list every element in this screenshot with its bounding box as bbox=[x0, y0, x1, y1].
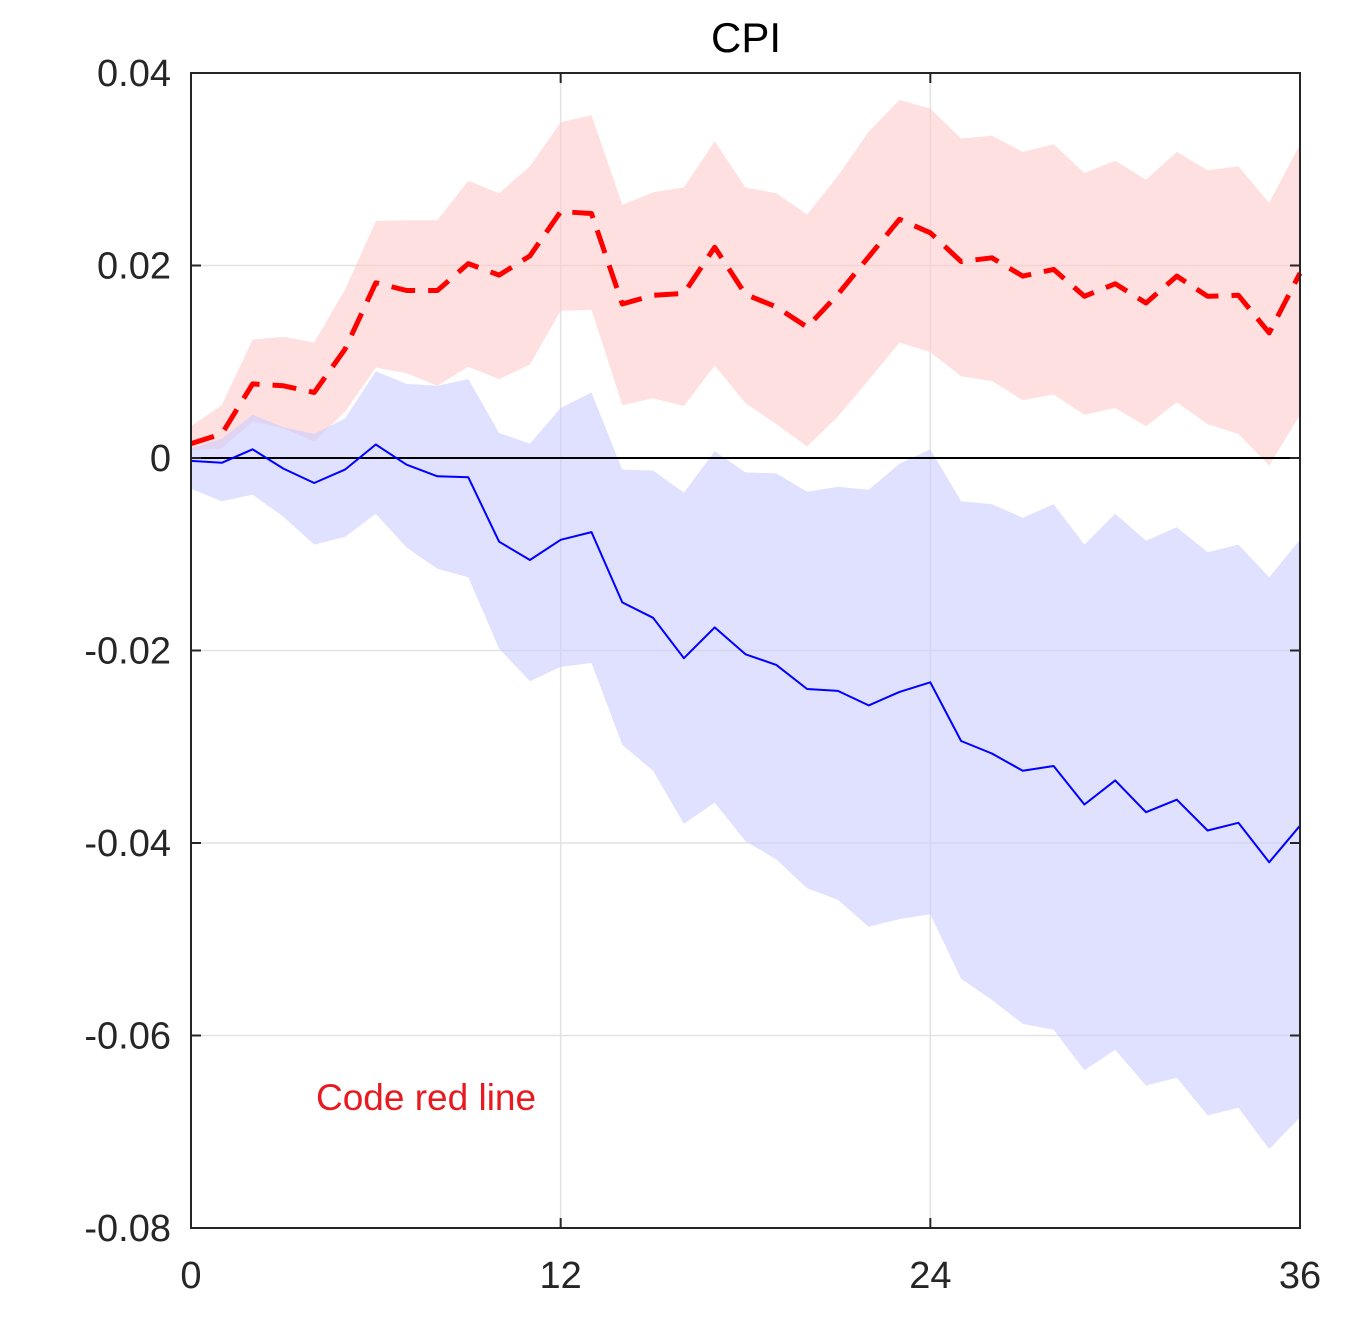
x-tick-label: 12 bbox=[540, 1255, 582, 1297]
y-tick-label: 0 bbox=[150, 438, 171, 480]
code-red-line-annotation: Code red line bbox=[316, 1077, 536, 1118]
series-line-1 bbox=[190, 209, 1303, 446]
x-tick-label: 36 bbox=[1279, 1255, 1321, 1297]
series-lines bbox=[190, 209, 1303, 864]
y-tick-label: -0.04 bbox=[84, 823, 171, 865]
x-tick-label: 0 bbox=[180, 1255, 201, 1297]
confidence-band-1 bbox=[191, 100, 1300, 466]
y-tick-label: 0.04 bbox=[97, 53, 171, 95]
chart-title: CPI bbox=[711, 14, 781, 61]
y-tick-label: -0.02 bbox=[84, 631, 171, 673]
y-tick-label: -0.08 bbox=[84, 1208, 171, 1250]
confidence-band-2 bbox=[191, 371, 1300, 1150]
confidence-bands bbox=[191, 100, 1300, 1150]
tick-labels: 0.040.020-0.02-0.04-0.06-0.080 12 24 36 bbox=[84, 53, 1321, 1297]
y-tick-label: 0.02 bbox=[97, 246, 171, 288]
x-tick-label: 24 bbox=[909, 1255, 951, 1297]
series-line-2 bbox=[190, 443, 1301, 864]
axes bbox=[190, 72, 1301, 1229]
y-tick-label: -0.06 bbox=[84, 1016, 171, 1058]
